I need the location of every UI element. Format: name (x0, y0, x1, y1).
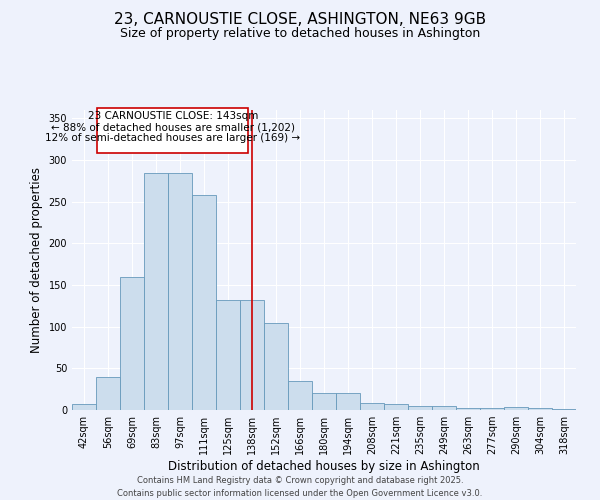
X-axis label: Distribution of detached houses by size in Ashington: Distribution of detached houses by size … (168, 460, 480, 473)
Text: Contains HM Land Registry data © Crown copyright and database right 2025.
Contai: Contains HM Land Registry data © Crown c… (118, 476, 482, 498)
Y-axis label: Number of detached properties: Number of detached properties (30, 167, 43, 353)
FancyBboxPatch shape (97, 108, 248, 154)
Bar (192, 195, 216, 410)
Bar (552, 409, 576, 410)
Text: Size of property relative to detached houses in Ashington: Size of property relative to detached ho… (120, 28, 480, 40)
Text: 23, CARNOUSTIE CLOSE, ASHINGTON, NE63 9GB: 23, CARNOUSTIE CLOSE, ASHINGTON, NE63 9G… (114, 12, 486, 28)
Bar (408, 406, 432, 410)
Text: ← 88% of detached houses are smaller (1,202): ← 88% of detached houses are smaller (1,… (51, 122, 295, 132)
Bar (528, 408, 552, 410)
Bar (384, 404, 408, 410)
Bar (432, 406, 456, 410)
Bar (360, 404, 384, 410)
Bar (216, 300, 240, 410)
Bar (336, 394, 360, 410)
Bar (168, 174, 192, 410)
Bar (504, 406, 528, 410)
Bar (120, 276, 144, 410)
Bar (312, 394, 336, 410)
Bar (144, 174, 168, 410)
Bar (480, 408, 504, 410)
Text: 23 CARNOUSTIE CLOSE: 143sqm: 23 CARNOUSTIE CLOSE: 143sqm (88, 111, 258, 121)
Bar (264, 324, 288, 410)
Bar (96, 376, 120, 410)
Bar (72, 404, 96, 410)
Text: 12% of semi-detached houses are larger (169) →: 12% of semi-detached houses are larger (… (45, 134, 301, 143)
Bar (288, 381, 312, 410)
Bar (240, 300, 264, 410)
Bar (456, 408, 480, 410)
